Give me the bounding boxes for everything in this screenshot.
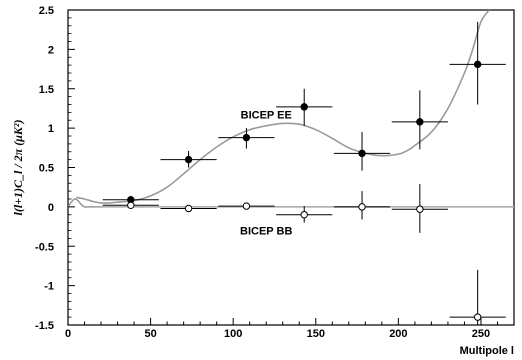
- y-tick-label: -1: [44, 281, 54, 293]
- data-point-ee: [242, 133, 251, 142]
- data-point-bb: [184, 204, 193, 213]
- x-axis-label: Multipole l: [460, 345, 514, 357]
- data-point-bb: [416, 205, 424, 213]
- x-tick-label: 50: [144, 328, 156, 340]
- y-tick-label: 2.5: [39, 5, 54, 17]
- data-point-bb: [473, 313, 482, 321]
- data-points: [102, 21, 506, 325]
- data-point-bb: [242, 202, 251, 210]
- data-point-bb: [300, 211, 308, 219]
- plot-frame: [67, 9, 515, 326]
- data-point-bb: [127, 201, 135, 210]
- data-point-ee: [416, 118, 424, 126]
- data-point-ee: [358, 149, 366, 158]
- x-tick-label: 100: [224, 328, 242, 340]
- data-point-ee: [300, 103, 308, 111]
- x-tick-label: 150: [307, 328, 325, 340]
- y-axis-label: l(l+1)C_l / 2π (μK²): [11, 120, 25, 216]
- y-tick-label: 1.5: [39, 84, 54, 96]
- axis-ticks: 0 50 100 150 200 250 -1.5 -1 -0.5 0 0.5 1 1.5 2 2.5: [35, 5, 498, 340]
- x-tick-label: 250: [472, 328, 490, 340]
- x-tick-label: 0: [65, 328, 71, 340]
- y-tick-label: 1: [48, 123, 54, 135]
- data-point-bb: [358, 203, 366, 211]
- y-tick-label: 2: [48, 44, 54, 56]
- model-curve-ee: [76, 10, 490, 204]
- plot-border: [67, 9, 515, 326]
- model-curves: [68, 10, 514, 208]
- x-tick-label: 200: [389, 328, 407, 340]
- data-point-ee: [184, 155, 193, 164]
- y-tick-label: -1.5: [35, 320, 54, 332]
- y-tick-label: -0.5: [35, 241, 54, 253]
- y-tick-label: 0: [48, 202, 54, 214]
- annotation-ee: BICEP EE: [241, 110, 292, 122]
- data-point-ee: [473, 60, 482, 69]
- annotation-bb: BICEP BB: [240, 225, 292, 237]
- y-tick-label: 0.5: [39, 163, 54, 175]
